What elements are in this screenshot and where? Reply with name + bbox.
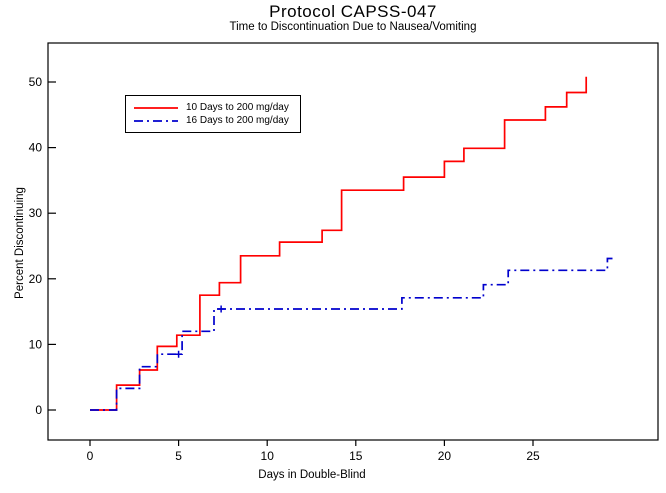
series-path-0 xyxy=(90,76,588,411)
legend-dashdot-line-sample xyxy=(134,120,178,122)
legend-entry-16-days: 16 Days to 200 mg/day xyxy=(133,114,300,127)
x-axis-title: Days in Double-Blind xyxy=(258,469,366,481)
plot-frame xyxy=(47,42,659,441)
x-tick-label: 5 xyxy=(175,449,182,463)
chart-title: Protocol CAPSS-047 xyxy=(269,2,437,21)
legend-solid-line-sample xyxy=(134,107,178,109)
censor-mark xyxy=(175,350,183,358)
x-tick-label: 0 xyxy=(87,449,94,463)
x-tick-label: 15 xyxy=(349,449,363,463)
x-tick-label: 25 xyxy=(526,449,540,463)
legend-entry-10-days: 10 Days to 200 mg/day xyxy=(133,101,300,114)
x-tick-label: 10 xyxy=(261,449,275,463)
y-tick-label: 0 xyxy=(35,403,42,417)
y-tick-label: 40 xyxy=(29,141,43,155)
y-tick-label: 50 xyxy=(29,75,43,89)
y-tick-label: 10 xyxy=(29,337,43,351)
series-path-1 xyxy=(90,257,615,411)
chart-subtitle: Time to Discontinuation Due to Nausea/Vo… xyxy=(229,21,477,33)
y-tick-label: 20 xyxy=(29,272,43,286)
legend-label-16-days: 16 Days to 200 mg/day xyxy=(186,114,289,126)
legend-box: 10 Days to 200 mg/day 16 Days to 200 mg/… xyxy=(125,95,301,133)
x-tick-label: 20 xyxy=(438,449,452,463)
y-axis-title: Percent Discontinuing xyxy=(14,187,26,299)
y-tick-label: 30 xyxy=(29,206,43,220)
censor-mark xyxy=(217,305,225,313)
legend-label-10-days: 10 Days to 200 mg/day xyxy=(186,101,289,113)
